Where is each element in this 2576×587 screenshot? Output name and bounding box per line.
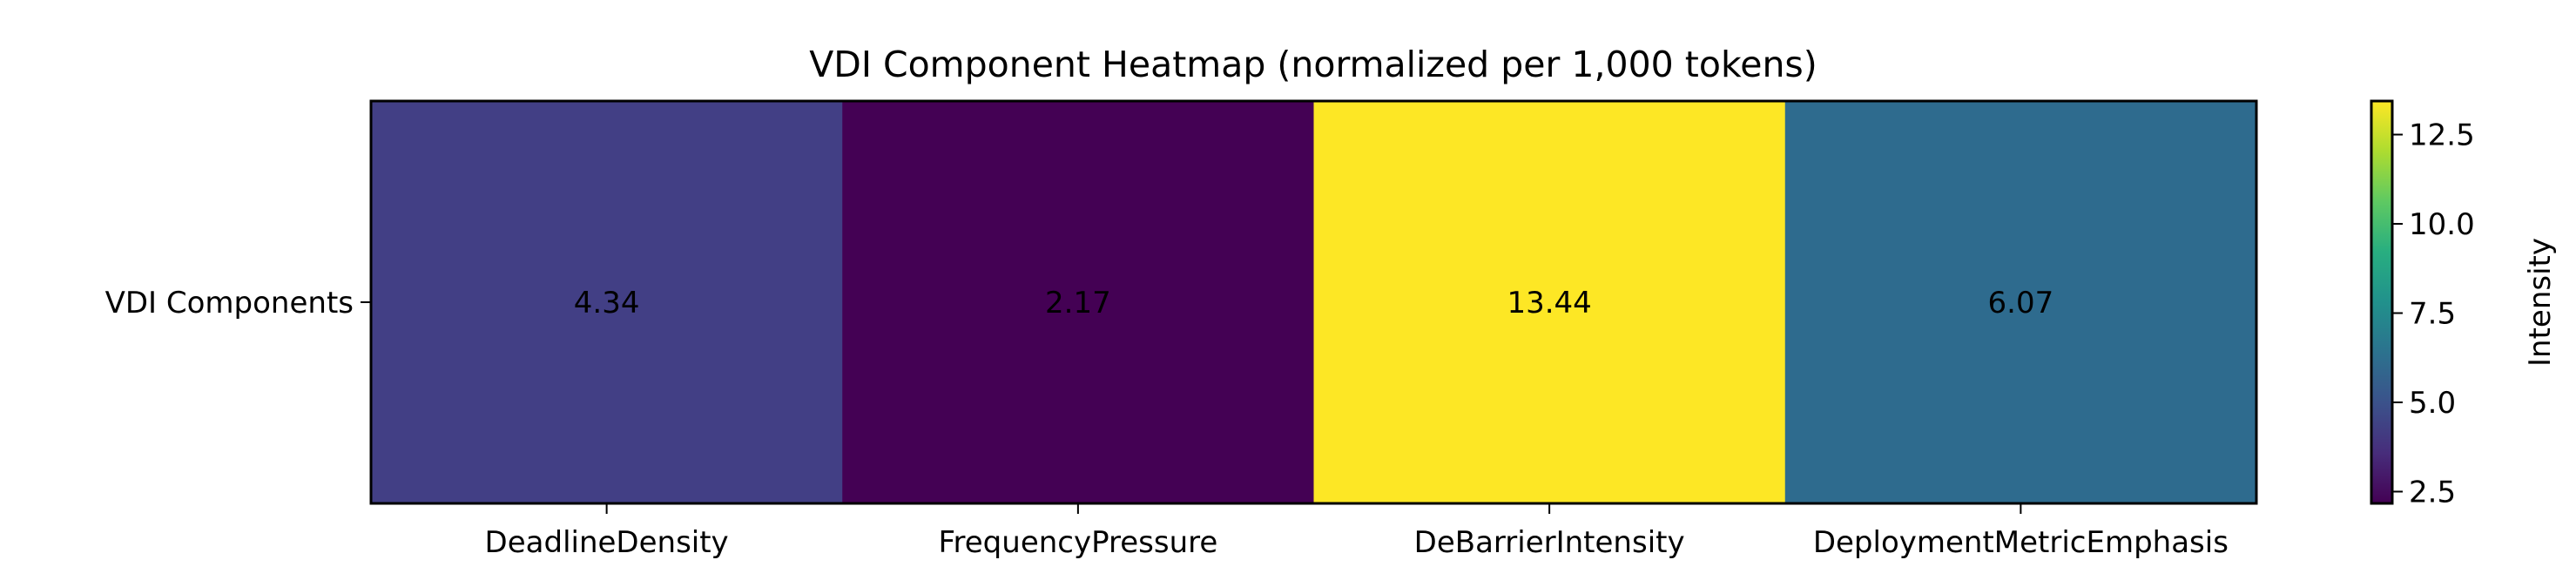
x-tick-label: DeadlineDensity — [485, 525, 729, 560]
cell-value-label: 2.17 — [1045, 286, 1111, 320]
x-tick-label: DeploymentMetricEmphasis — [1813, 525, 2229, 560]
colorbar-tick-label: 7.5 — [2409, 297, 2456, 332]
colorbar-tick-label: 12.5 — [2409, 118, 2475, 153]
colorbar-label: Intensity — [2523, 238, 2558, 367]
colorbar-tick-label: 5.0 — [2409, 386, 2456, 421]
heatmap-cell — [842, 101, 1314, 503]
cell-value-label: 13.44 — [1507, 286, 1591, 320]
x-tick-label: DeBarrierIntensity — [1414, 525, 1685, 560]
colorbar-tick-label: 2.5 — [2409, 475, 2456, 509]
heatmap-cell — [1784, 101, 2257, 503]
cell-value-label: 4.34 — [574, 286, 640, 320]
heatmap-cell — [1313, 101, 1786, 503]
colorbar-tick-label: 10.0 — [2409, 207, 2475, 242]
heatmap-cell — [371, 101, 843, 503]
y-tick-label: VDI Components — [105, 286, 354, 320]
x-tick-label: FrequencyPressure — [938, 525, 1217, 560]
colorbar — [2370, 99, 2394, 505]
chart-title: VDI Component Heatmap (normalized per 1,… — [809, 44, 1817, 85]
cell-value-label: 6.07 — [1988, 286, 2054, 320]
